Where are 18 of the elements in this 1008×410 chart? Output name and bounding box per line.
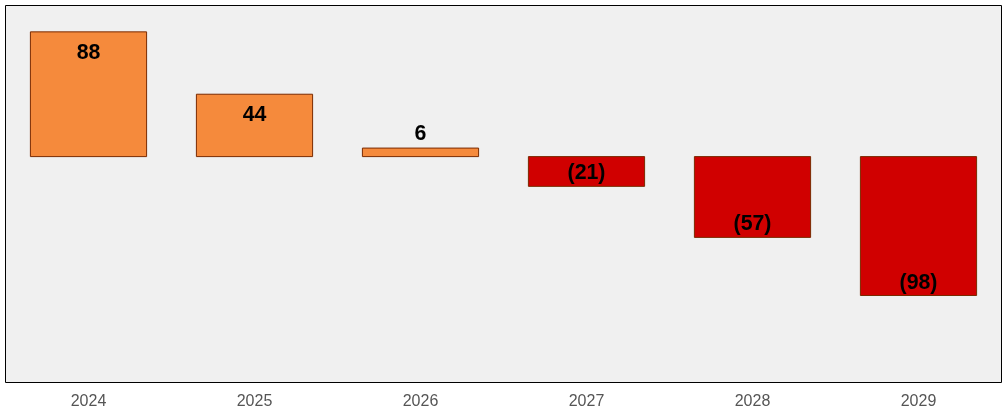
data-label: (21) <box>567 160 606 185</box>
bar <box>195 93 314 158</box>
x-tick-label: 2028 <box>734 391 771 409</box>
bar <box>361 147 480 158</box>
x-tick-label: 2025 <box>236 391 273 409</box>
data-label: (98) <box>899 269 938 294</box>
data-label: 44 <box>242 102 267 127</box>
x-tick-label: 2029 <box>900 391 937 409</box>
bar <box>859 156 978 296</box>
bar <box>527 156 646 187</box>
data-label: (57) <box>733 211 772 236</box>
x-tick-label: 2027 <box>568 391 605 409</box>
bar <box>693 156 812 238</box>
x-tick-label: 2024 <box>70 391 107 409</box>
x-tick-label: 2026 <box>402 391 439 409</box>
bar <box>29 31 148 158</box>
data-label: 6 <box>414 121 427 146</box>
data-label: 88 <box>76 39 101 64</box>
